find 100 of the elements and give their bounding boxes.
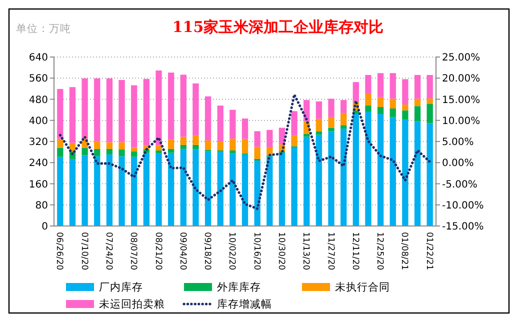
bar (131, 85, 138, 148)
bar (118, 149, 125, 156)
y2-tick-label: 10.00% (442, 116, 480, 127)
bar (328, 98, 334, 117)
x-tick-label: 09/18/20 (202, 232, 212, 270)
y2-tick-label: 5.00% (442, 137, 474, 148)
bar (340, 125, 347, 129)
bar (106, 154, 113, 226)
bar (168, 72, 174, 140)
bar (340, 112, 347, 126)
bar (57, 88, 64, 139)
y2-tick-label: 20.00% (442, 74, 480, 85)
x-tick-label: 10/30/20 (276, 232, 286, 270)
bar (254, 160, 260, 226)
bar (69, 87, 76, 143)
y-tick-label: 0 (42, 222, 48, 232)
bar (94, 140, 100, 149)
bar (156, 153, 162, 226)
bar (230, 150, 236, 154)
bar (192, 83, 199, 136)
bar (390, 108, 396, 118)
x-tick-label: 12/11/20 (350, 232, 360, 270)
bar (168, 152, 174, 226)
bar (402, 110, 408, 120)
bar (143, 78, 150, 146)
x-tick-label: 09/04/20 (177, 232, 188, 270)
bar (377, 114, 384, 226)
bar (180, 148, 186, 226)
x-tick-label: 08/21/20 (152, 232, 163, 270)
bar (328, 128, 334, 132)
bar (266, 130, 273, 148)
x-tick-label: 07/24/20 (103, 232, 114, 270)
y2-tick-label: -5.00% (442, 179, 478, 190)
bar (204, 96, 212, 140)
bar (291, 135, 298, 146)
y2-tick-label: 15.00% (442, 94, 480, 106)
bar (217, 106, 224, 142)
bar (82, 155, 88, 226)
bar (254, 146, 260, 159)
x-tick-label: 06/26/20 (54, 232, 64, 270)
x-tick-label: 11/13/20 (300, 232, 311, 270)
bar (192, 144, 199, 150)
bar (365, 105, 372, 112)
bar (217, 152, 224, 226)
bar (156, 70, 162, 146)
bar (131, 152, 138, 157)
x-tick-label: 12/25/20 (374, 232, 385, 270)
y-tick-label: 400 (28, 116, 48, 127)
bar (156, 145, 162, 150)
bar (118, 156, 125, 226)
bar (352, 114, 359, 226)
bar (217, 142, 224, 150)
bar (204, 151, 212, 226)
bar (82, 148, 88, 156)
bar (57, 148, 64, 157)
bar (69, 158, 76, 226)
bar (365, 112, 372, 226)
bar (131, 147, 138, 152)
bar (352, 82, 359, 102)
bar (156, 150, 162, 154)
bar (106, 148, 113, 154)
bar (168, 140, 174, 149)
x-tick-label: 01/22/21 (424, 232, 434, 270)
bar (192, 135, 199, 145)
bar (57, 156, 64, 226)
y-tick-label: 640 (28, 52, 48, 64)
x-tick-label: 11/27/20 (325, 232, 336, 270)
x-tick-label: 08/07/20 (128, 232, 138, 270)
bar (204, 140, 212, 150)
bar (106, 142, 113, 149)
bar (94, 156, 100, 226)
bar (242, 138, 248, 154)
x-tick-label: 01/08/21 (399, 232, 410, 270)
bar (94, 148, 100, 156)
bar (402, 79, 408, 105)
bar (168, 148, 174, 153)
bar (94, 78, 100, 141)
bar (180, 136, 186, 145)
bar (254, 131, 260, 147)
bar (377, 97, 384, 107)
bar (426, 74, 433, 98)
bar (340, 100, 347, 113)
x-tick-label: 10/02/20 (226, 232, 237, 270)
bar (242, 154, 248, 226)
legend-label: 未运回拍卖粮 (99, 298, 165, 311)
y-tick-label: 560 (28, 74, 48, 85)
bar (390, 98, 396, 108)
bar (365, 94, 372, 106)
bar (143, 152, 150, 226)
bar (328, 116, 334, 128)
bar (426, 104, 433, 124)
bar (316, 131, 322, 135)
bar (118, 80, 125, 142)
bar (340, 128, 347, 226)
bar (304, 136, 310, 226)
bar (328, 131, 334, 226)
bar (230, 153, 236, 226)
y-tick-label: 160 (28, 179, 48, 190)
bar (414, 98, 421, 106)
bar (106, 78, 113, 142)
